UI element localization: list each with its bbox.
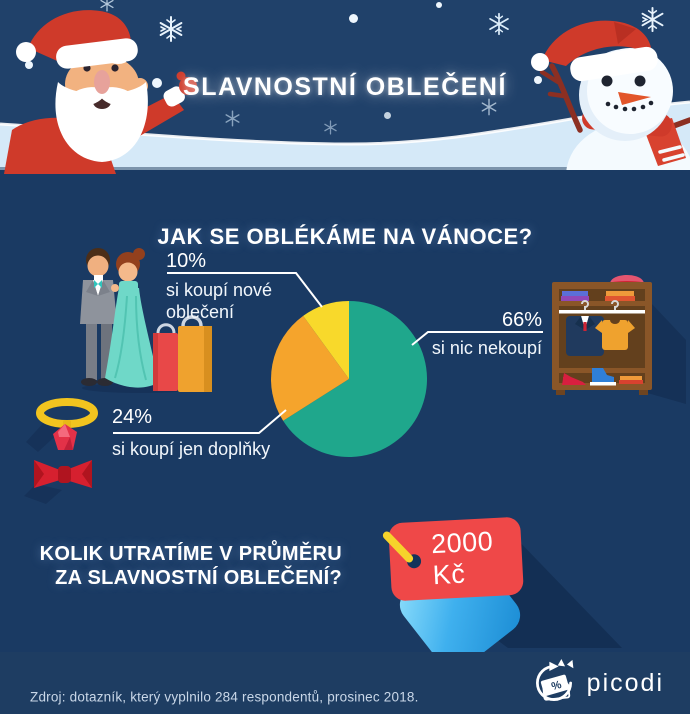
snow-dot [349, 14, 358, 23]
source-note: Zdroj: dotazník, který vyplnilo 284 resp… [30, 689, 419, 704]
pie-slice-2 [271, 315, 349, 421]
percent-glyph: % [550, 679, 563, 693]
santa-illustration [4, 10, 197, 174]
pie-slice-3 [303, 301, 349, 379]
pie-slice-1 [283, 301, 428, 457]
snow-dot [534, 76, 542, 84]
spend-question: KOLIK UTRATÍME V PRŮMĚRU ZA SLAVNOSTNÍ O… [20, 542, 342, 590]
snowflake-icon [100, 0, 114, 12]
snowman-illustration [531, 20, 690, 170]
snowflake-icon [225, 110, 240, 127]
accessories-illustration [24, 398, 98, 504]
price-tag-group: 2000 Kč [366, 510, 626, 678]
snow-dot [436, 2, 442, 8]
price-amount: 2000 Kč [430, 526, 494, 591]
snow-dot [25, 61, 33, 69]
section-question: JAK SE OBLÉKÁME NA VÁNOCE? [157, 224, 533, 250]
header-banner: SLAVNOSTNÍ OBLEČENÍ [0, 0, 690, 174]
pie-label-pct-accessories: 24% [112, 406, 153, 428]
spend-question-line1: KOLIK UTRATÍME V PRŮMĚRU [39, 543, 342, 565]
pie-chart [270, 300, 428, 458]
brand-name: picodi [586, 668, 664, 697]
snowflake-icon [641, 6, 664, 33]
pie-label-new-clothes: si koupí nové oblečení [166, 280, 273, 322]
snowflake-icon [324, 120, 337, 135]
snowflake-icon [489, 12, 509, 36]
dressed-couple-illustration [80, 248, 212, 393]
picodi-logo: % picodi [530, 659, 664, 707]
pie-label-pct-buy-nothing: 66% [501, 309, 542, 331]
spend-question-line2: ZA SLAVNOSTNÍ OBLEČENÍ? [55, 567, 342, 589]
wardrobe-illustration [552, 275, 686, 404]
snow-dot [152, 78, 162, 88]
page-title: SLAVNOSTNÍ OBLEČENÍ [183, 72, 507, 101]
footer-bar: Zdroj: dotazník, který vyplnilo 284 resp… [0, 652, 690, 714]
pie-label-pct-new-clothes: 10% [166, 250, 207, 272]
pie-label-accessories: si koupí jen doplňky [112, 439, 271, 459]
picodi-cat-icon: % [535, 659, 574, 701]
snowflake-icon [481, 98, 497, 116]
snow-dot [384, 112, 391, 119]
snowflake-icon [159, 16, 183, 42]
pie-label-buy-nothing: si nic nekoupí [431, 338, 542, 358]
